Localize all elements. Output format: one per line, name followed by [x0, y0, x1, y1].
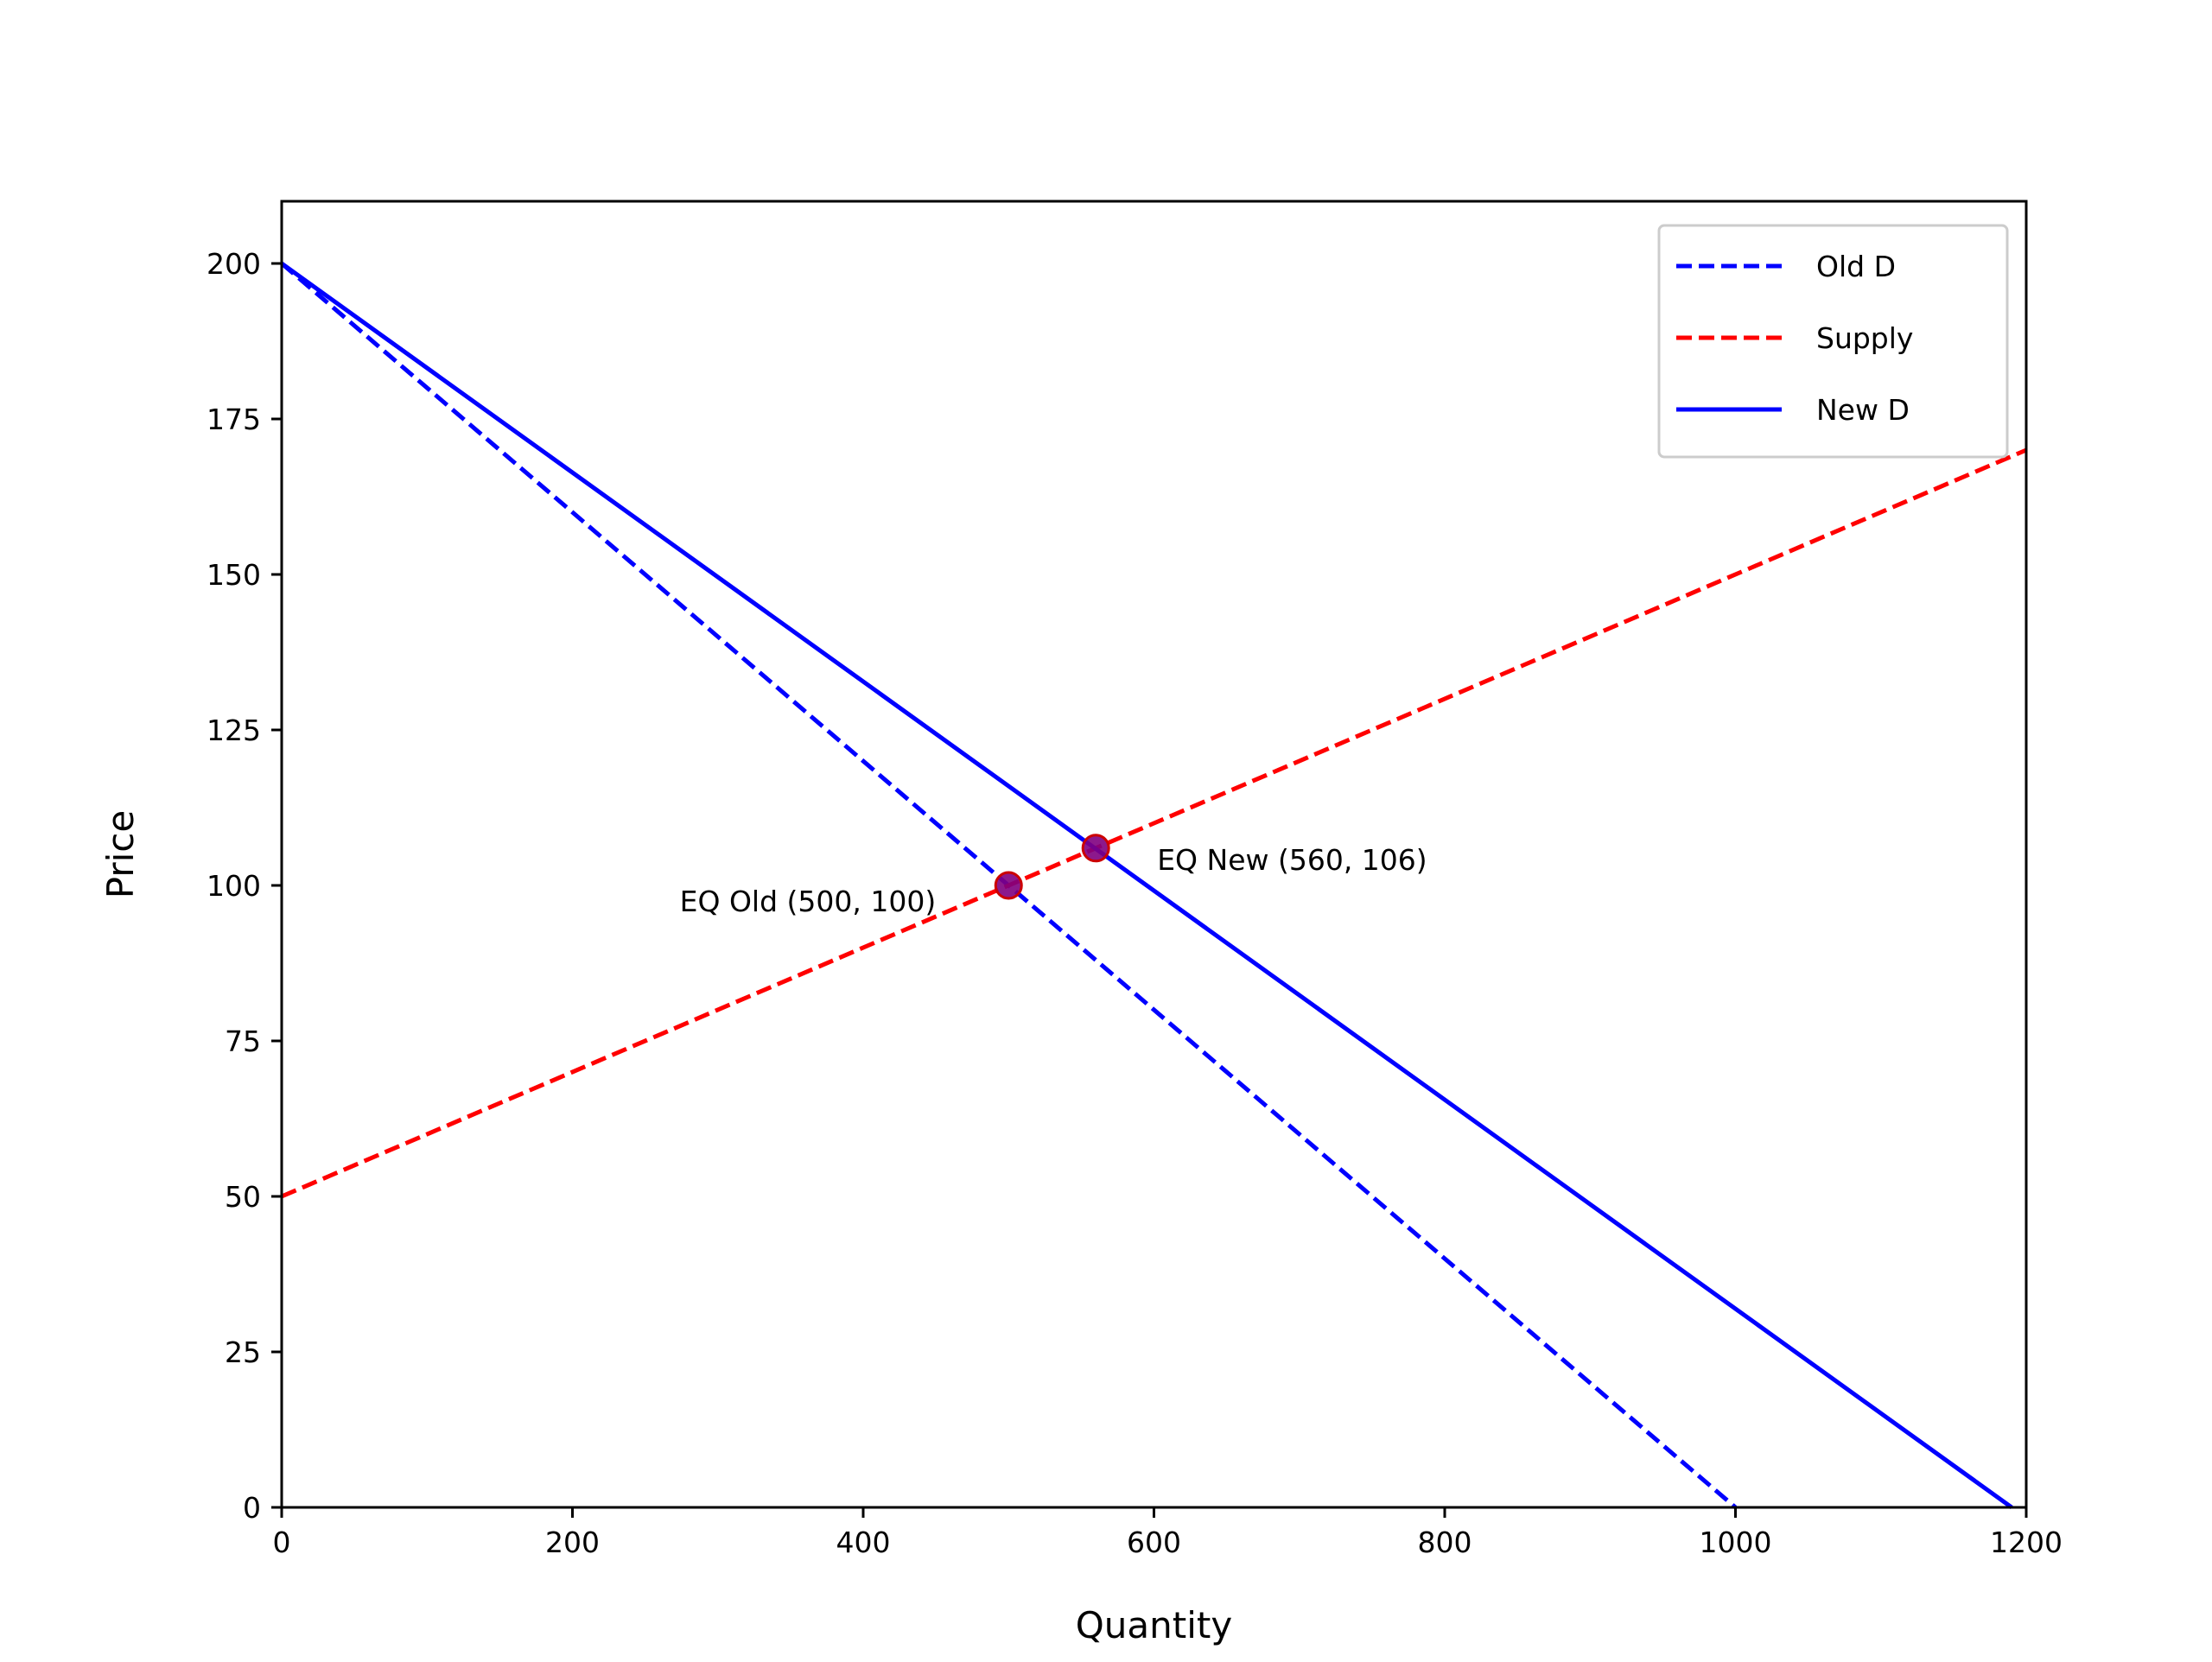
equilibrium-point-1	[994, 871, 1023, 900]
y-tick-label: 25	[225, 1335, 261, 1369]
y-axis-label: Price	[99, 810, 142, 898]
x-axis-label: Quantity	[1076, 1604, 1233, 1646]
x-tick-label: 800	[1418, 1526, 1472, 1559]
y-tick-label: 150	[207, 558, 261, 592]
x-tick-label: 0	[273, 1526, 291, 1559]
legend-label-1: Old D	[1816, 250, 1896, 283]
x-tick-label: 600	[1127, 1526, 1181, 1559]
annotation-eq-new: EQ New (560, 106)	[1157, 843, 1427, 877]
y-tick-label: 0	[243, 1491, 261, 1525]
y-tick-label: 75	[225, 1024, 261, 1058]
y-tick-label: 50	[225, 1180, 261, 1214]
legend-label-2: Supply	[1816, 321, 1913, 355]
series-line-2	[281, 447, 2027, 1199]
y-tick-label: 200	[207, 247, 261, 281]
annotation-eq-old: EQ Old (500, 100)	[680, 885, 937, 918]
y-tick-label: 100	[207, 869, 261, 903]
legend-box	[1657, 224, 2009, 459]
legend: Old D Supply New D	[1657, 224, 2009, 459]
x-tick-label: 1000	[1700, 1526, 1772, 1559]
y-tick-label: 125	[207, 714, 261, 747]
x-tick-label: 400	[836, 1526, 891, 1559]
series-line-3	[280, 261, 2013, 1510]
x-tick-label: 1200	[1990, 1526, 2063, 1559]
legend-label-3: New D	[1816, 393, 1910, 427]
equilibrium-point-2	[1081, 834, 1110, 863]
x-tick-label: 200	[545, 1526, 600, 1559]
y-tick-label: 175	[207, 403, 261, 436]
